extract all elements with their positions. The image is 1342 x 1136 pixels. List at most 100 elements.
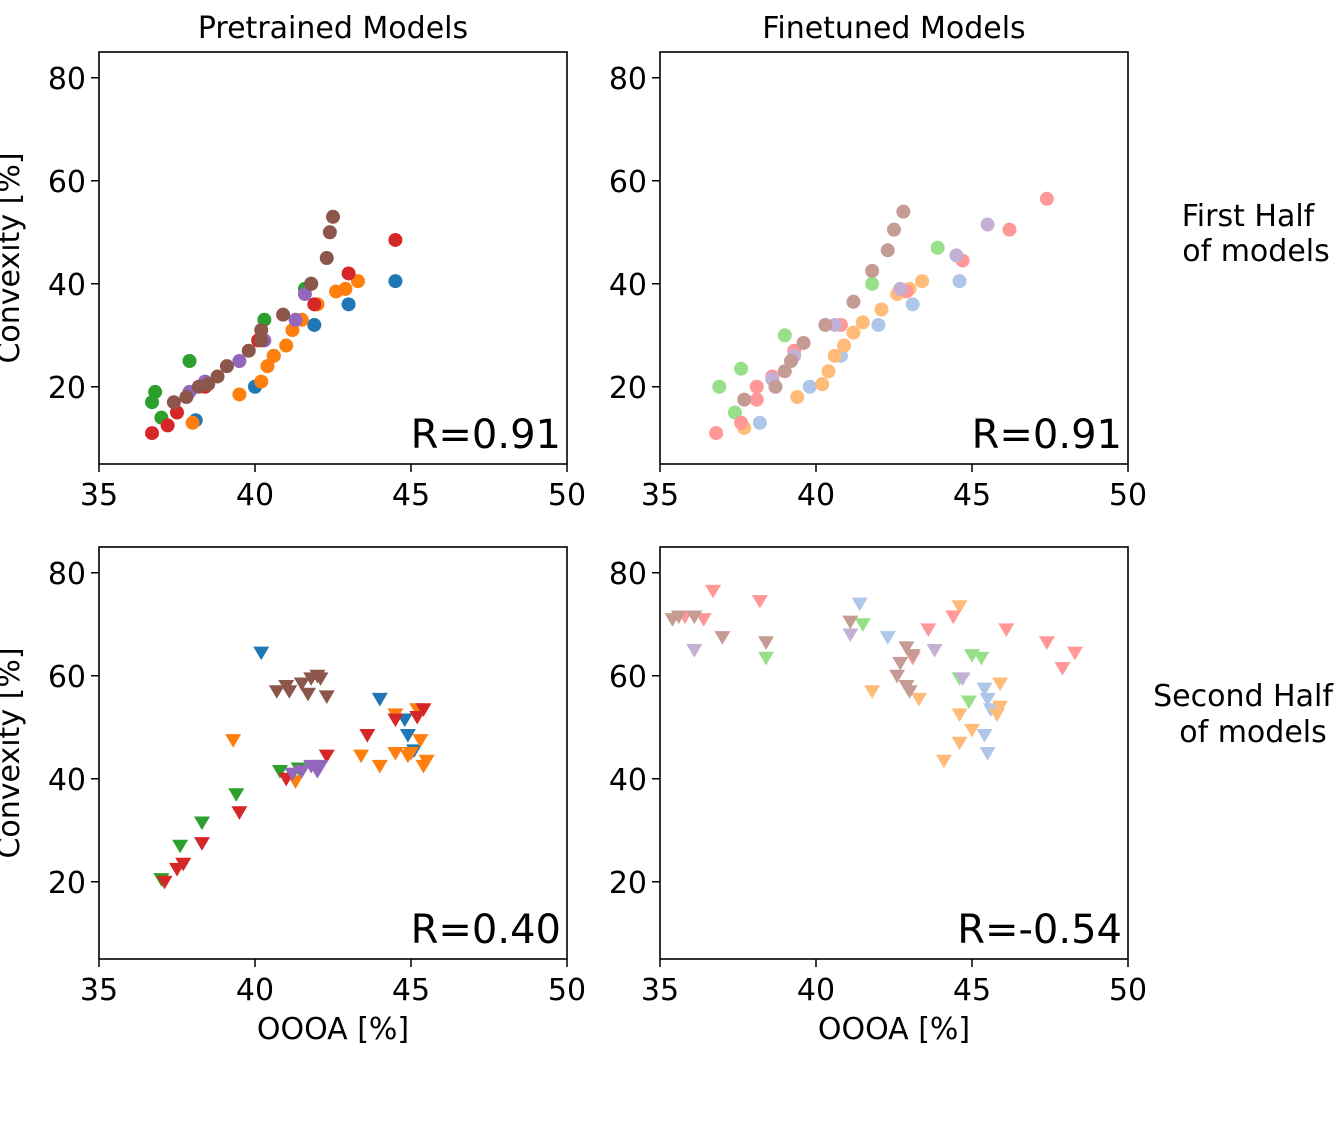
panel2-point-orange-2 (353, 749, 370, 764)
panel3-point-light-blue-6 (979, 747, 996, 761)
panel2-point-orange-9 (412, 734, 429, 748)
panel1-xtick-label-1: 40 (797, 478, 835, 513)
panel1-point-light-orange-1 (790, 390, 805, 405)
panel3-point-light-red-7 (998, 623, 1015, 637)
panel1-point-light-brown-9 (887, 222, 901, 237)
panel1-ytick-label-0: 20 (609, 371, 647, 406)
panel1-point-light-purple-5 (980, 217, 995, 232)
panel3-point-light-red-1 (695, 613, 712, 627)
panel1-point-light-orange-3 (821, 364, 836, 379)
panel3-point-light-purple-0 (686, 644, 703, 658)
panel2-point-purple-1 (293, 765, 310, 779)
panel2-point-brown-2 (281, 685, 298, 699)
panel1-point-light-brown-7 (865, 263, 880, 278)
panel0-point-red-1 (160, 418, 175, 433)
row-label-first-line1: First Half (1182, 199, 1316, 234)
panel2-point-green-4 (271, 765, 288, 779)
panel1-point-light-blue-3 (871, 317, 886, 332)
panel1-point-light-red-3 (749, 379, 764, 394)
panel1-point-light-red-0 (709, 426, 724, 441)
panel2-point-red-3 (193, 837, 210, 851)
panel3-xtick-label-0: 35 (641, 973, 679, 1008)
panel2-point-red-6 (318, 749, 335, 764)
panel1-point-light-green-2 (734, 361, 749, 376)
panel0-point-brown-13 (326, 209, 340, 224)
panel0-frame (98, 51, 568, 465)
panel0-point-brown-4 (210, 369, 225, 384)
panel2-ytick-label-1: 40 (48, 763, 86, 798)
panel2-point-orange-4 (387, 747, 404, 761)
panel0-xtick-label-1: 40 (236, 478, 274, 513)
panel2-point-red-7 (359, 728, 376, 743)
panel1-xtick-label-3: 50 (1109, 478, 1147, 513)
panel2-point-brown-4 (300, 687, 317, 702)
panel1-ytick-label-2: 60 (609, 165, 647, 200)
panel1-point-light-brown-1 (768, 379, 783, 394)
panel3-xtick-label-1: 40 (797, 973, 835, 1008)
panel0-ytick-label-2: 60 (48, 165, 86, 200)
panel0-point-orange-1 (232, 387, 247, 402)
panel1-xtick-label-2: 45 (953, 478, 991, 513)
panel2-point-brown-8 (318, 690, 335, 704)
panel2-xtick-label-0: 35 (80, 973, 118, 1008)
panel2-point-orange-7 (403, 747, 419, 761)
panel3-point-light-brown-10 (901, 685, 918, 699)
panel0-point-brown-5 (219, 359, 234, 374)
panel1-point-light-brown-0 (737, 392, 752, 407)
panel2-xlabel: OOOA [%] (257, 1012, 409, 1047)
panel3-point-light-brown-11 (904, 649, 921, 663)
panel1-ytick-label-3: 80 (609, 62, 647, 97)
panel0-point-brown-8 (254, 323, 269, 338)
panel3-point-light-orange-3 (951, 736, 968, 751)
panel3-ytick-label-2: 60 (609, 660, 647, 695)
panel2-xtick-label-3: 50 (548, 973, 586, 1008)
panel3-point-light-purple-3 (954, 672, 971, 686)
panel1-point-light-brown-10 (896, 204, 911, 219)
panel2-xtick-label-1: 40 (236, 973, 274, 1008)
panel3-correlation-label: R=-0.54 (957, 907, 1122, 953)
panel0-xtick-label-2: 45 (392, 478, 430, 513)
panel3-xlabel: OOOA [%] (818, 1012, 970, 1047)
row-label-second-line2: of models (1179, 715, 1327, 750)
column-title-finetuned: Finetuned Models (762, 11, 1025, 46)
panel1-point-light-red-9 (1002, 222, 1017, 237)
panel2-point-red-8 (387, 713, 404, 728)
panel3-point-light-green-0 (758, 651, 775, 666)
row-label-second-line1: Second Half (1153, 679, 1334, 714)
panel1-point-light-blue-0 (752, 415, 767, 430)
panel3-point-light-red-9 (1054, 662, 1071, 676)
panel0-xtick-label-3: 50 (548, 478, 586, 513)
panel2-point-purple-4 (312, 759, 329, 774)
panel0-ytick-label-3: 80 (48, 62, 86, 97)
panel0-point-orange-11 (350, 274, 365, 289)
panel3-point-light-brown-5 (842, 615, 859, 630)
scatter-panel-pretrained-second-half: 35 40 45 50 20 40 60 80 OOOA [%] Convexity [%] R=0… (0, 546, 586, 1047)
panel2-ylabel: Convexity [%] (0, 647, 27, 858)
panel1-point-light-brown-5 (818, 317, 833, 332)
panel3-point-light-orange-1 (910, 692, 927, 707)
panel2-ytick-label-0: 20 (48, 866, 86, 901)
panel3-point-light-red-10 (1066, 646, 1083, 661)
panel1-point-light-purple-4 (949, 248, 964, 263)
panel0-point-brown-10 (304, 276, 319, 291)
panel1-point-light-brown-2 (777, 364, 792, 379)
panel2-point-orange-3 (371, 759, 388, 774)
panel3-point-light-orange-2 (935, 754, 952, 769)
panel2-point-red-2 (175, 857, 192, 872)
panel1-point-light-orange-11 (915, 274, 930, 289)
panel2-point-green-3 (228, 788, 245, 802)
panel0-xtick-label-0: 35 (80, 478, 118, 513)
column-title-pretrained: Pretrained Models (198, 11, 468, 46)
panel0-point-orange-2 (254, 374, 269, 389)
panel3-xtick-label-3: 50 (1109, 973, 1147, 1008)
panel3-point-light-brown-6 (889, 669, 906, 684)
panel0-point-brown-3 (201, 377, 216, 392)
panel3-point-light-brown-7 (892, 656, 909, 671)
panel3-point-light-red-6 (945, 610, 962, 625)
panel0-ytick-label-0: 20 (48, 371, 86, 406)
panel0-point-brown-7 (254, 333, 269, 348)
panel0-point-orange-10 (338, 281, 353, 296)
panel0-point-blue-4 (341, 297, 356, 312)
panel0-point-brown-11 (319, 251, 334, 265)
